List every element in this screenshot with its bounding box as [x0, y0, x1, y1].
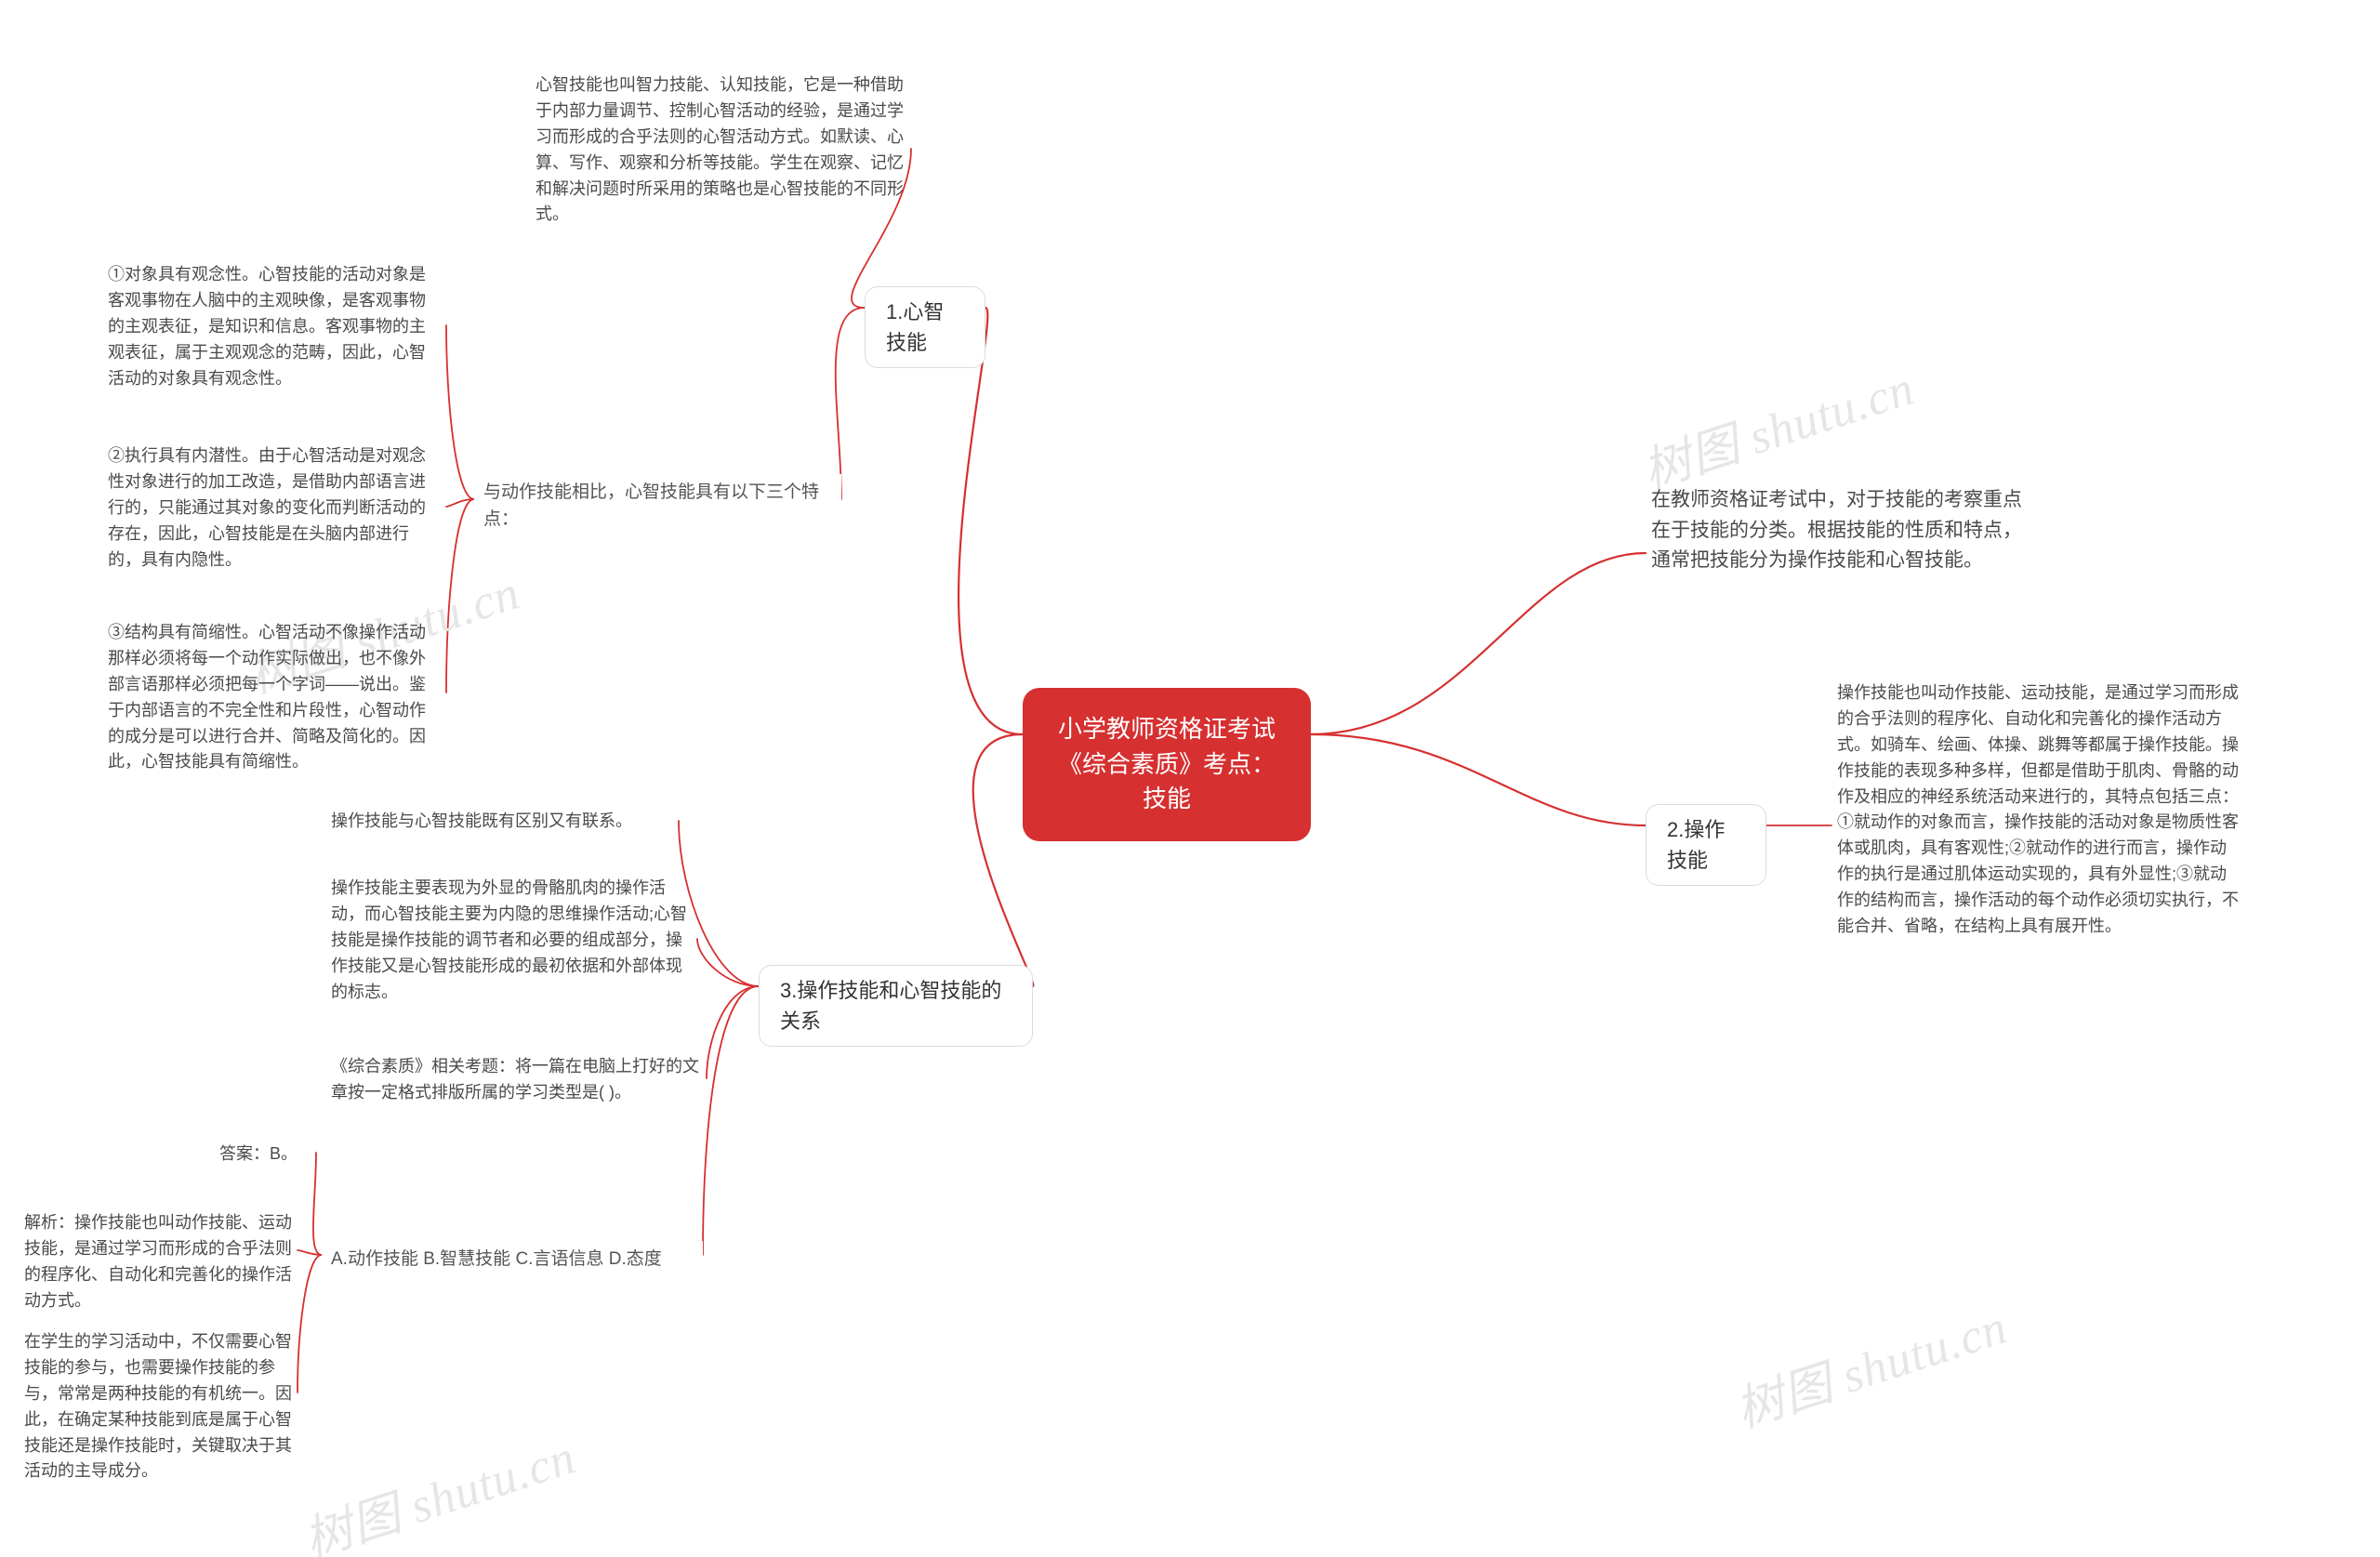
- node-l-rel[interactable]: 3.操作技能和心智技能的关系: [759, 965, 1033, 1047]
- node-l-mind-c1[interactable]: ①对象具有观念性。心智技能的活动对象是客观事物在人脑中的主观映像，是客观事物的主…: [102, 260, 446, 393]
- watermark: 树图 shutu.cn: [294, 1418, 583, 1557]
- node-l-mind-desc[interactable]: 心智技能也叫智力技能、认知技能，它是一种借助于内部力量调节、控制心智活动的经验，…: [530, 71, 911, 230]
- watermark: 树图 shutu.cn: [1633, 349, 1922, 502]
- node-l-mind-compare[interactable]: 与动作技能相比，心智技能具有以下三个特点：: [474, 474, 841, 538]
- root-node[interactable]: 小学教师资格证考试《综合素质》考点：技能: [1023, 688, 1311, 841]
- node-l-mind[interactable]: 1.心智技能: [865, 286, 985, 368]
- mindmap-canvas: 树图 shutu.cn树图 shutu.cn树图 shutu.cn树图 shut…: [0, 0, 2380, 1557]
- node-r-desc[interactable]: 在教师资格证考试中，对于技能的考察重点在于技能的分类。根据技能的性质和特点，通常…: [1646, 483, 2036, 578]
- node-l-rel-exp[interactable]: 解析：操作技能也叫动作技能、运动技能，是通过学习而形成的合乎法则的程序化、自动化…: [19, 1208, 298, 1316]
- node-l-rel-ans[interactable]: 答案：B。: [214, 1140, 316, 1169]
- watermark: 树图 shutu.cn: [1726, 1287, 2015, 1441]
- node-l-rel-opts[interactable]: A.动作技能 B.智慧技能 C.言语信息 D.态度: [322, 1241, 703, 1279]
- node-l-mind-c3[interactable]: ③结构具有简缩性。心智活动不像操作活动那样必须将每一个动作实际做出，也不像外部言…: [102, 618, 446, 777]
- node-l-rel-1[interactable]: 操作技能与心智技能既有区别又有联系。: [325, 807, 679, 837]
- node-l-rel-exp2[interactable]: 在学生的学习活动中，不仅需要心智技能的参与，也需要操作技能的参与，常常是两种技能…: [19, 1327, 298, 1486]
- node-r-op[interactable]: 2.操作技能: [1646, 804, 1766, 886]
- node-l-rel-q[interactable]: 《综合素质》相关考题：将一篇在电脑上打好的文章按一定格式排版所属的学习类型是( …: [325, 1052, 707, 1108]
- node-l-mind-c2[interactable]: ②执行具有内潜性。由于心智活动是对观念性对象进行的加工改造，是借助内部语言进行的…: [102, 442, 446, 574]
- node-r-op-desc[interactable]: 操作技能也叫动作技能、运动技能，是通过学习而形成的合乎法则的程序化、自动化和完善…: [1831, 679, 2245, 942]
- node-l-rel-2[interactable]: 操作技能主要表现为外显的骨骼肌肉的操作活动，而心智技能主要为内隐的思维操作活动;…: [325, 874, 697, 1007]
